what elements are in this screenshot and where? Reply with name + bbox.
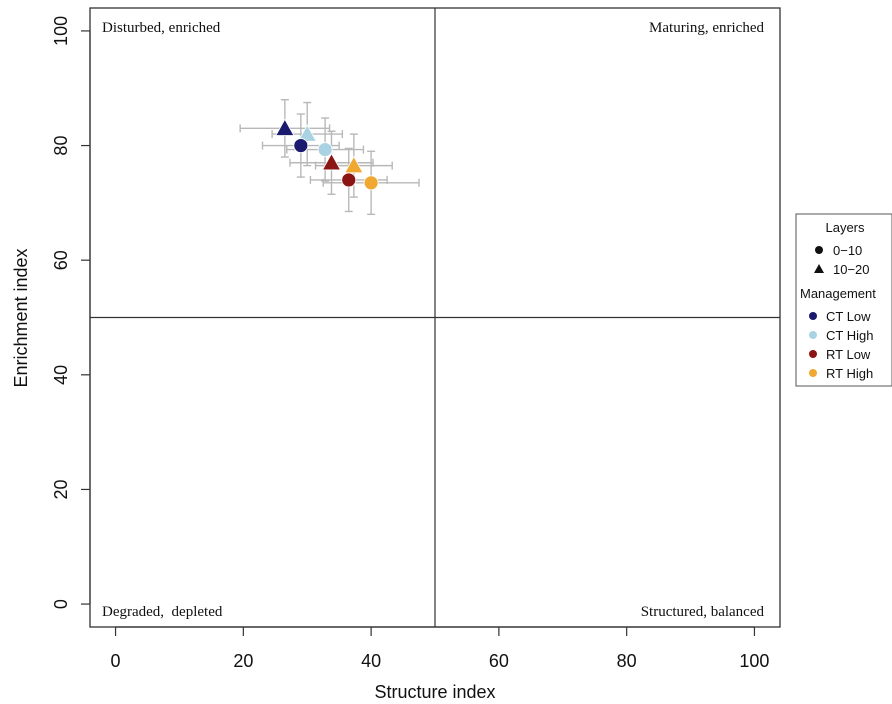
legend-layer-label: 0−10	[833, 243, 862, 258]
legend-layers-title: Layers	[825, 220, 865, 235]
axes: 0 20 40 60 80 100 0 20 40 60 80 100	[51, 16, 769, 671]
quadrant-label-top-left: Disturbed, enriched	[102, 20, 221, 36]
quadrant-label-top-right: Maturing, enriched	[649, 20, 764, 36]
data-point-circle	[293, 138, 309, 153]
legend-management-label: RT Low	[826, 347, 871, 362]
legend-layer-label: 10−20	[833, 262, 870, 277]
y-tick-label: 100	[51, 16, 71, 46]
y-tick-label: 0	[51, 599, 71, 609]
legend-management-title: Management	[800, 286, 876, 301]
data-point-circle	[317, 142, 333, 157]
data-points	[275, 118, 379, 191]
quadrant-label-bottom-right: Structured, balanced	[641, 604, 765, 620]
x-tick-label: 0	[111, 651, 121, 671]
y-axis-label: Enrichment index	[11, 248, 31, 387]
x-axis-label: Structure index	[374, 682, 495, 702]
data-point-circle	[363, 175, 379, 191]
legend-management-label: CT Low	[826, 309, 871, 324]
legend-triangle-icon	[814, 264, 824, 273]
data-point-circle	[341, 172, 357, 188]
reference-lines	[90, 8, 780, 627]
legend-management-label: CT High	[826, 328, 873, 343]
legend-color-dot	[809, 331, 817, 339]
legend-color-dot	[809, 350, 817, 358]
legend-color-dot	[809, 369, 817, 377]
data-point-triangle	[275, 118, 295, 136]
x-tick-label: 100	[739, 651, 769, 671]
legend-color-dot	[809, 312, 817, 320]
y-tick-label: 20	[51, 479, 71, 499]
y-tick-label: 80	[51, 136, 71, 156]
quadrant-label-bottom-left: Degraded, depleted	[102, 604, 223, 620]
x-tick-label: 40	[361, 651, 381, 671]
data-point-triangle	[297, 124, 317, 142]
x-tick-label: 60	[489, 651, 509, 671]
y-tick-label: 40	[51, 365, 71, 385]
legend-circle-icon	[815, 246, 823, 254]
y-tick-label: 60	[51, 250, 71, 270]
data-point-triangle	[344, 155, 364, 174]
x-tick-label: 80	[617, 651, 637, 671]
legend-management-label: RT High	[826, 366, 873, 381]
legend: Layers 0−10 10−20 Management CT Low CT H…	[795, 213, 892, 387]
data-point-triangle	[321, 152, 342, 171]
x-tick-label: 20	[233, 651, 253, 671]
